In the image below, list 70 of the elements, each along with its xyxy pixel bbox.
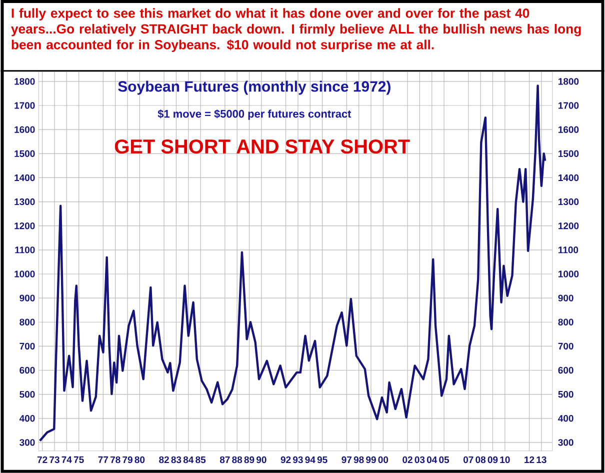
x-tick-label: 04 xyxy=(426,456,438,464)
text: Soybean Futures (monthly since 1972) xyxy=(118,80,390,95)
y2-tick-label: 400 xyxy=(558,415,574,422)
y2-tick-label: 1300 xyxy=(558,198,579,206)
annotation: GET SHORT AND STAY SHORT xyxy=(114,140,410,154)
x-tick-label: 97 xyxy=(342,456,352,464)
x-tick-label: 77 xyxy=(98,456,108,463)
y2-tick-label: 900 xyxy=(558,294,574,302)
y-tick-label: 1300 xyxy=(14,198,35,206)
y2-tick-label: 1200 xyxy=(558,222,579,230)
y2-tick-label: 300 xyxy=(558,439,574,446)
y2-tick-label: 1000 xyxy=(558,270,579,278)
text: $1 move = $5000 per futures contract xyxy=(158,110,352,120)
x-tick-label: 94 xyxy=(305,456,316,464)
x-tick-label: 05 xyxy=(439,456,450,464)
x-tick-label: 88 xyxy=(232,456,242,464)
y-tick-label: 1600 xyxy=(14,126,35,134)
x-tick-label: 72 xyxy=(37,456,48,464)
y2-tick-label: 1400 xyxy=(558,174,579,182)
x-tick-label: 84 xyxy=(183,456,194,464)
x-tick-label: 07 xyxy=(463,456,474,464)
y-tick-label: 500 xyxy=(20,391,35,398)
y-tick-label: 700 xyxy=(20,342,35,350)
x-tick-label: 90 xyxy=(256,456,266,464)
y-tick-label: 600 xyxy=(20,366,35,374)
x-tick-label: 95 xyxy=(317,456,328,464)
x-tick-label: 89 xyxy=(244,456,254,464)
y2-tick-label: 1600 xyxy=(558,126,579,134)
y-tick-label: 1700 xyxy=(14,102,35,109)
x-tick-label: 08 xyxy=(476,456,486,464)
y-tick-label: 800 xyxy=(20,318,35,326)
y-tick-label: 1000 xyxy=(14,270,35,278)
y2-tick-label: 1800 xyxy=(558,78,579,85)
x-tick-label: 92 xyxy=(280,456,291,464)
x-tick-label: 79 xyxy=(122,456,132,464)
x-tick-label: 73 xyxy=(50,456,60,464)
x-tick-label: 74 xyxy=(62,456,72,463)
text: I fully expect to see this market do what it has done over and over for the past 40 years...Go relatively STRAIGHT back down. I firmly believe ALL the bullish news has long been accounted for in Soybeans. $10 would not surprise me at all. xyxy=(11,8,581,52)
y2-tick-label: 1100 xyxy=(558,246,578,254)
y-tick-label: 400 xyxy=(19,415,35,422)
x-tick-label: 02 xyxy=(402,456,412,464)
x-tick-label: 83 xyxy=(171,456,182,464)
x-tick-label: 85 xyxy=(196,456,206,464)
y2-tick-label: 1700 xyxy=(558,102,579,109)
x-tick-label: 98 xyxy=(354,456,364,464)
y-tick-label: 1200 xyxy=(14,222,35,230)
x-tick-label: 12 xyxy=(524,456,534,464)
y2-tick-label: 1500 xyxy=(558,150,579,158)
x-tick-label: 82 xyxy=(159,456,169,464)
y2-tick-label: 600 xyxy=(558,366,574,374)
x-tick-label: 78 xyxy=(110,456,120,464)
x-tick-label: 99 xyxy=(366,456,376,464)
y-tick-label: 1400 xyxy=(14,174,35,182)
x-tick-label: 09 xyxy=(488,456,498,464)
y-tick-label: 900 xyxy=(20,294,35,302)
x-tick-label: 75 xyxy=(74,456,84,464)
y2-tick-label: 500 xyxy=(558,391,574,398)
x-tick-label: 87 xyxy=(220,456,230,464)
y2-tick-label: 800 xyxy=(558,318,574,326)
y-tick-label: 300 xyxy=(20,439,35,446)
x-tick-label: 13 xyxy=(536,456,546,464)
y-tick-label: 1800 xyxy=(14,78,35,85)
x-tick-label: 03 xyxy=(414,456,425,464)
x-tick-label: 00 xyxy=(378,456,388,464)
x-tick-label: 93 xyxy=(293,456,303,464)
x-tick-label: 10 xyxy=(500,456,510,464)
y2-tick-label: 700 xyxy=(558,342,574,350)
x-tick-label: 80 xyxy=(134,456,145,464)
y-tick-label: 1500 xyxy=(14,150,35,158)
y-tick-label: 1100 xyxy=(15,246,35,254)
